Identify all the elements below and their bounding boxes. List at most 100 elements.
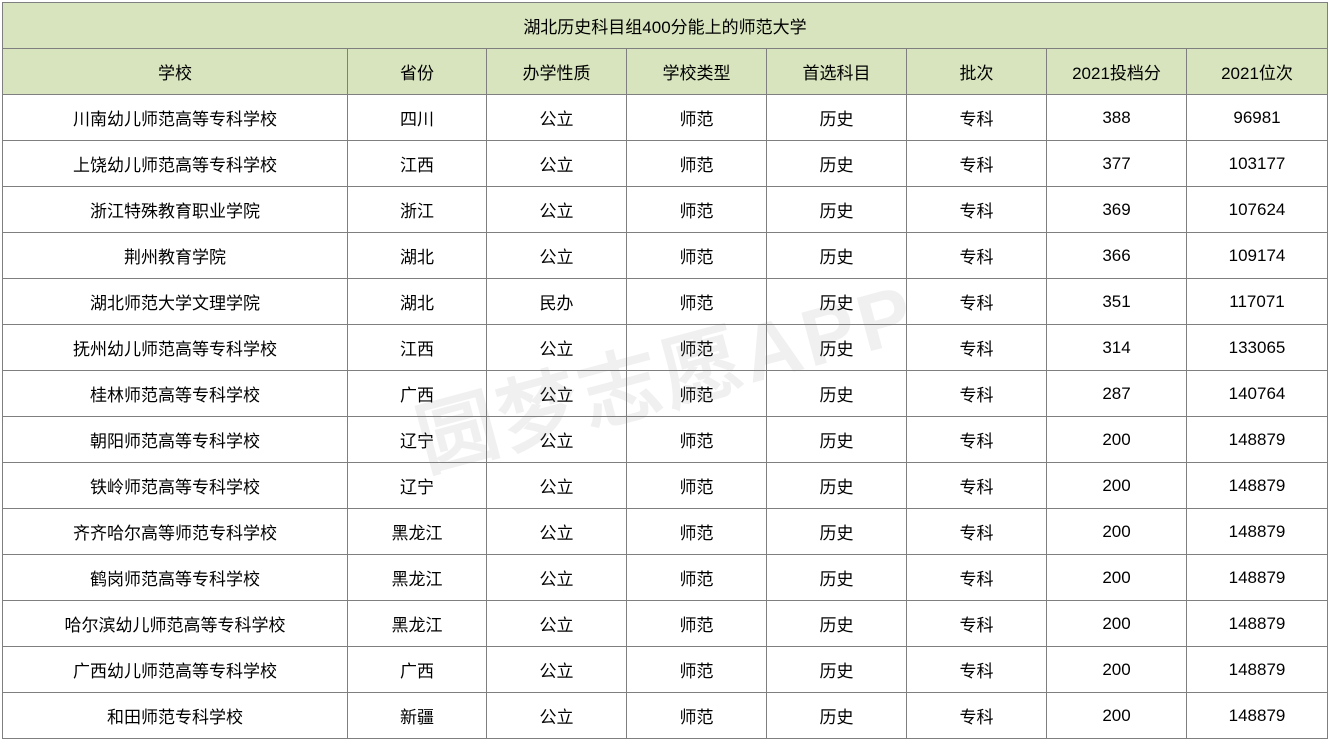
table-cell: 师范 [627, 279, 767, 325]
table-cell: 公立 [487, 601, 627, 647]
table-cell: 湖北 [348, 233, 487, 279]
table-cell: 公立 [487, 233, 627, 279]
table-row: 抚州幼儿师范高等专科学校江西公立师范历史专科314133065 [3, 325, 1328, 371]
table-cell: 浙江特殊教育职业学院 [3, 187, 348, 233]
table-cell: 湖北 [348, 279, 487, 325]
table-cell: 140764 [1187, 371, 1328, 417]
table-cell: 148879 [1187, 463, 1328, 509]
table-cell: 103177 [1187, 141, 1328, 187]
table-cell: 专科 [907, 417, 1047, 463]
table-cell: 和田师范专科学校 [3, 693, 348, 739]
table-cell: 师范 [627, 95, 767, 141]
table-row: 湖北师范大学文理学院湖北民办师范历史专科351117071 [3, 279, 1328, 325]
table-container: 圆梦志愿APP 湖北历史科目组400分能上的师范大学 学校 省份 办学性质 学校… [2, 2, 1327, 739]
table-cell: 专科 [907, 279, 1047, 325]
col-header-school: 学校 [3, 49, 348, 95]
table-body: 川南幼儿师范高等专科学校四川公立师范历史专科38896981上饶幼儿师范高等专科… [3, 95, 1328, 739]
table-cell: 桂林师范高等专科学校 [3, 371, 348, 417]
table-cell: 公立 [487, 95, 627, 141]
table-cell: 广西 [348, 647, 487, 693]
table-cell: 历史 [767, 509, 907, 555]
table-cell: 专科 [907, 325, 1047, 371]
table-cell: 师范 [627, 371, 767, 417]
table-cell: 师范 [627, 647, 767, 693]
table-cell: 四川 [348, 95, 487, 141]
col-header-province: 省份 [348, 49, 487, 95]
col-header-batch: 批次 [907, 49, 1047, 95]
table-cell: 浙江 [348, 187, 487, 233]
col-header-primary-subject: 首选科目 [767, 49, 907, 95]
table-cell: 师范 [627, 555, 767, 601]
table-row: 齐齐哈尔高等师范专科学校黑龙江公立师范历史专科200148879 [3, 509, 1328, 555]
table-cell: 专科 [907, 95, 1047, 141]
table-cell: 师范 [627, 693, 767, 739]
table-cell: 109174 [1187, 233, 1328, 279]
table-cell: 388 [1047, 95, 1187, 141]
table-cell: 师范 [627, 509, 767, 555]
title-row: 湖北历史科目组400分能上的师范大学 [3, 3, 1328, 49]
table-cell: 历史 [767, 141, 907, 187]
table-cell: 历史 [767, 95, 907, 141]
table-cell: 专科 [907, 141, 1047, 187]
table-cell: 公立 [487, 141, 627, 187]
table-cell: 公立 [487, 463, 627, 509]
table-row: 浙江特殊教育职业学院浙江公立师范历史专科369107624 [3, 187, 1328, 233]
table-cell: 辽宁 [348, 417, 487, 463]
table-cell: 专科 [907, 371, 1047, 417]
table-cell: 历史 [767, 647, 907, 693]
table-cell: 历史 [767, 187, 907, 233]
table-cell: 历史 [767, 417, 907, 463]
col-header-rank: 2021位次 [1187, 49, 1328, 95]
table-cell: 广西幼儿师范高等专科学校 [3, 647, 348, 693]
table-cell: 公立 [487, 187, 627, 233]
table-cell: 历史 [767, 693, 907, 739]
table-cell: 朝阳师范高等专科学校 [3, 417, 348, 463]
table-cell: 公立 [487, 371, 627, 417]
table-cell: 200 [1047, 647, 1187, 693]
table-cell: 民办 [487, 279, 627, 325]
table-cell: 公立 [487, 417, 627, 463]
table-cell: 师范 [627, 141, 767, 187]
table-cell: 广西 [348, 371, 487, 417]
table-cell: 历史 [767, 601, 907, 647]
table-cell: 上饶幼儿师范高等专科学校 [3, 141, 348, 187]
table-cell: 200 [1047, 417, 1187, 463]
table-cell: 107624 [1187, 187, 1328, 233]
table-cell: 历史 [767, 325, 907, 371]
table-cell: 专科 [907, 509, 1047, 555]
table-cell: 黑龙江 [348, 509, 487, 555]
table-cell: 专科 [907, 555, 1047, 601]
table-cell: 辽宁 [348, 463, 487, 509]
table-cell: 公立 [487, 693, 627, 739]
table-cell: 师范 [627, 463, 767, 509]
header-row: 学校 省份 办学性质 学校类型 首选科目 批次 2021投档分 2021位次 [3, 49, 1328, 95]
table-cell: 314 [1047, 325, 1187, 371]
table-row: 铁岭师范高等专科学校辽宁公立师范历史专科200148879 [3, 463, 1328, 509]
table-cell: 公立 [487, 647, 627, 693]
table-cell: 荆州教育学院 [3, 233, 348, 279]
university-table: 湖北历史科目组400分能上的师范大学 学校 省份 办学性质 学校类型 首选科目 … [2, 2, 1328, 739]
table-row: 荆州教育学院湖北公立师范历史专科366109174 [3, 233, 1328, 279]
table-cell: 新疆 [348, 693, 487, 739]
table-cell: 专科 [907, 463, 1047, 509]
table-row: 广西幼儿师范高等专科学校广西公立师范历史专科200148879 [3, 647, 1328, 693]
table-cell: 江西 [348, 325, 487, 371]
table-cell: 专科 [907, 647, 1047, 693]
table-cell: 川南幼儿师范高等专科学校 [3, 95, 348, 141]
table-cell: 黑龙江 [348, 601, 487, 647]
table-cell: 鹤岗师范高等专科学校 [3, 555, 348, 601]
table-row: 和田师范专科学校新疆公立师范历史专科200148879 [3, 693, 1328, 739]
table-row: 川南幼儿师范高等专科学校四川公立师范历史专科38896981 [3, 95, 1328, 141]
table-cell: 148879 [1187, 647, 1328, 693]
table-cell: 专科 [907, 693, 1047, 739]
table-cell: 师范 [627, 417, 767, 463]
table-row: 桂林师范高等专科学校广西公立师范历史专科287140764 [3, 371, 1328, 417]
table-cell: 历史 [767, 371, 907, 417]
table-row: 哈尔滨幼儿师范高等专科学校黑龙江公立师范历史专科200148879 [3, 601, 1328, 647]
table-cell: 历史 [767, 463, 907, 509]
table-cell: 湖北师范大学文理学院 [3, 279, 348, 325]
table-cell: 200 [1047, 463, 1187, 509]
table-cell: 专科 [907, 187, 1047, 233]
table-cell: 历史 [767, 555, 907, 601]
table-cell: 铁岭师范高等专科学校 [3, 463, 348, 509]
